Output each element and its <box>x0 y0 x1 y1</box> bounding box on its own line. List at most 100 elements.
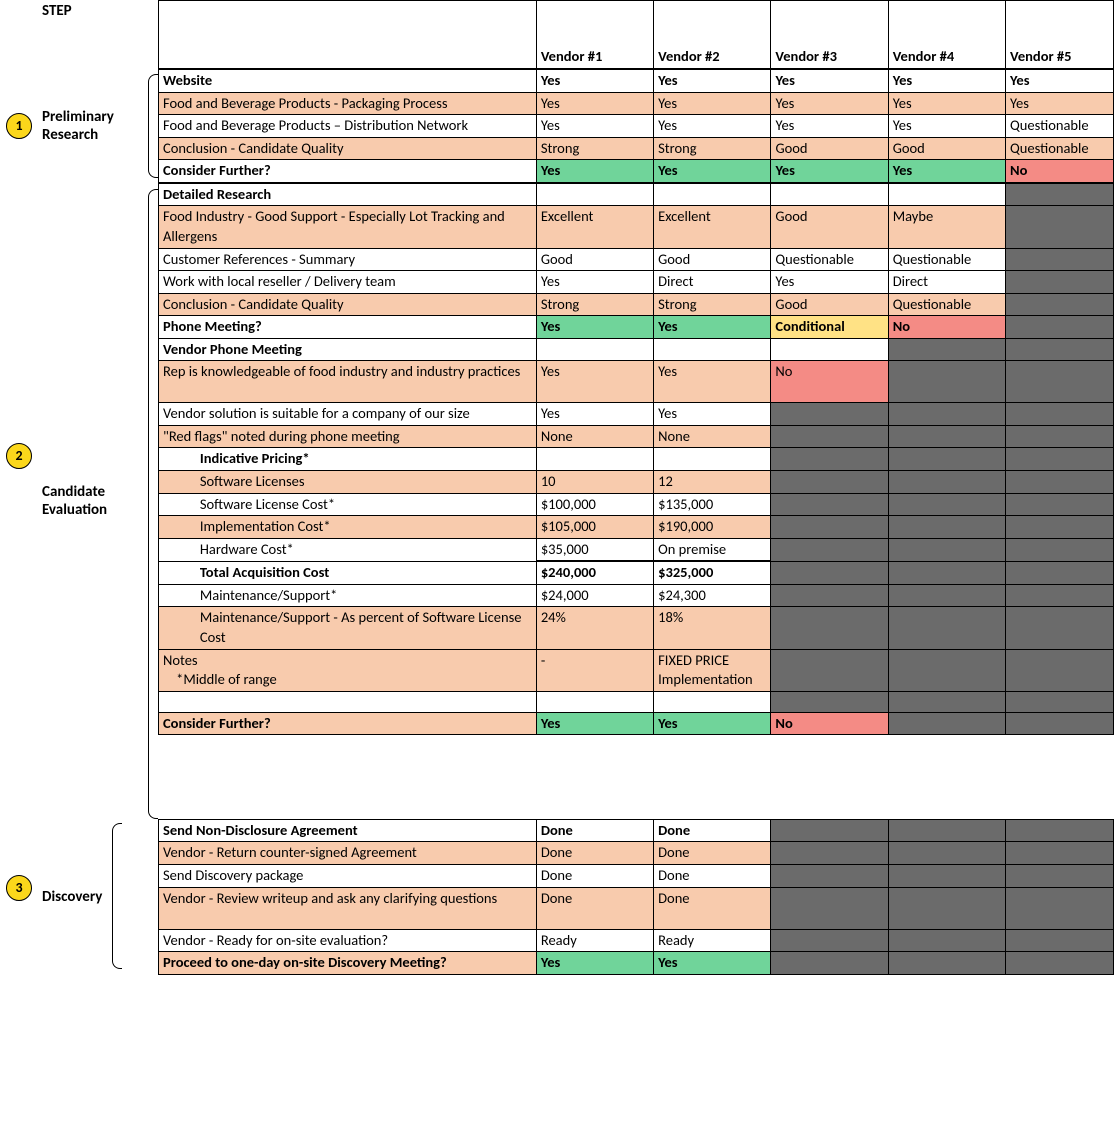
table-row: Food and Beverage Products – Distributio… <box>159 115 1114 138</box>
cell: Yes <box>654 92 771 115</box>
cell: Questionable <box>888 293 1005 316</box>
cell: Excellent <box>654 206 771 248</box>
row-label: Food and Beverage Products – Distributio… <box>159 115 537 138</box>
badge-1: 1 <box>6 113 32 139</box>
row-label: "Red flags" noted during phone meeting <box>159 425 537 448</box>
cell: Done <box>654 819 771 842</box>
cell: Yes <box>888 92 1005 115</box>
cell: Yes <box>771 70 888 93</box>
cell: Yes <box>654 160 771 183</box>
cell: 10 <box>536 471 653 494</box>
cell: Good <box>888 137 1005 160</box>
cell: Questionable <box>771 248 888 271</box>
vendor-col-3: Vendor #3 <box>771 1 888 69</box>
cell: Yes <box>536 70 653 93</box>
cell: $24,300 <box>654 584 771 607</box>
cell: Yes <box>888 70 1005 93</box>
cell: Yes <box>536 271 653 294</box>
row-label: Vendor - Review writeup and ask any clar… <box>159 887 537 929</box>
cell: Yes <box>536 160 653 183</box>
cell: Yes <box>654 403 771 426</box>
eliminated-cell <box>1006 183 1114 206</box>
section-1-label: Preliminary Research <box>38 106 142 146</box>
row-label: Implementation Cost* <box>196 516 536 539</box>
cell: Good <box>654 248 771 271</box>
cell: Done <box>654 887 771 929</box>
subheading: Detailed Research <box>159 183 537 206</box>
cell: Yes <box>654 70 771 93</box>
cell: Good <box>771 206 888 248</box>
cell: No <box>888 316 1005 339</box>
cell: 18% <box>654 607 771 649</box>
section-1: 1 Preliminary Research WebsiteYesYesYesY… <box>0 69 1114 183</box>
row-label: Website <box>159 70 537 93</box>
badge-3: 3 <box>6 875 32 901</box>
section-3: 3 Discovery Send Non-Disclosure Agreemen… <box>0 819 1114 975</box>
cell: Yes <box>1006 70 1114 93</box>
table-row: WebsiteYesYesYesYesYes <box>159 70 1114 93</box>
row-label: Conclusion - Candidate Quality <box>159 293 537 316</box>
step-title: STEP <box>38 0 158 22</box>
cell: Yes <box>536 403 653 426</box>
cell: 24% <box>536 607 653 649</box>
row-label: Conclusion - Candidate Quality <box>159 137 537 160</box>
cell: Yes <box>888 115 1005 138</box>
row-label: Food and Beverage Products - Packaging P… <box>159 92 537 115</box>
cell: Ready <box>654 929 771 952</box>
row-label: Vendor - Return counter-signed Agreement <box>159 842 537 865</box>
notes-label: Notes <box>163 651 198 669</box>
cell: Done <box>654 842 771 865</box>
cell: Yes <box>536 92 653 115</box>
section-2-label: Candidate Evaluation <box>38 481 142 521</box>
cell: Good <box>771 293 888 316</box>
cell: $35,000 <box>536 538 653 561</box>
cell: Yes <box>536 952 653 975</box>
cell: $190,000 <box>654 516 771 539</box>
cell: Ready <box>536 929 653 952</box>
row-label: Notes *Middle of range <box>159 649 537 691</box>
row-label: Software License Cost* <box>196 493 536 516</box>
cell: Done <box>536 819 653 842</box>
section-3-table: Send Non-Disclosure AgreementDoneDoneVen… <box>158 819 1114 975</box>
row-label: Phone Meeting? <box>159 316 537 339</box>
row-label: Total Acquisition Cost <box>196 561 536 584</box>
vendor-header-table: Vendor #1 Vendor #2 Vendor #3 Vendor #4 … <box>158 0 1114 69</box>
cell: $100,000 <box>536 493 653 516</box>
cell: Yes <box>654 361 771 403</box>
row-label: Vendor - Ready for on-site evaluation? <box>159 929 537 952</box>
row-label: Software Licenses <box>196 471 536 494</box>
cell: Strong <box>654 293 771 316</box>
row-label: Send Discovery package <box>159 864 537 887</box>
cell: Yes <box>654 316 771 339</box>
row-label: Consider Further? <box>159 712 537 735</box>
section-2-table: Detailed ResearchFood Industry - Good Su… <box>158 183 1114 735</box>
vendor-col-5: Vendor #5 <box>1006 1 1114 69</box>
cell: Excellent <box>536 206 653 248</box>
vendor-col-1: Vendor #1 <box>536 1 653 69</box>
row-label: Consider Further? <box>159 160 537 183</box>
cell: Strong <box>536 137 653 160</box>
cell: Strong <box>536 293 653 316</box>
section-2: 2 Candidate Evaluation Detailed Research… <box>0 183 1114 819</box>
cell: Conditional <box>771 316 888 339</box>
cell: Yes <box>536 115 653 138</box>
cell: 12 <box>654 471 771 494</box>
row-label: Vendor solution is suitable for a compan… <box>159 403 537 426</box>
cell: Questionable <box>888 248 1005 271</box>
cell: On premise <box>654 538 771 561</box>
cell: Done <box>536 887 653 929</box>
row-label: Send Non-Disclosure Agreement <box>159 819 537 842</box>
cell: Yes <box>771 271 888 294</box>
section-3-label: Discovery <box>38 886 106 908</box>
cell: Yes <box>536 316 653 339</box>
cell: Yes <box>771 92 888 115</box>
cell: Done <box>536 864 653 887</box>
cell: Strong <box>654 137 771 160</box>
cell: $105,000 <box>536 516 653 539</box>
cell: Maybe <box>888 206 1005 248</box>
vendor-col-4: Vendor #4 <box>888 1 1005 69</box>
cell: None <box>654 425 771 448</box>
cell: Yes <box>536 712 653 735</box>
cell: No <box>771 712 888 735</box>
row-label: Proceed to one-day on-site Discovery Mee… <box>159 952 537 975</box>
